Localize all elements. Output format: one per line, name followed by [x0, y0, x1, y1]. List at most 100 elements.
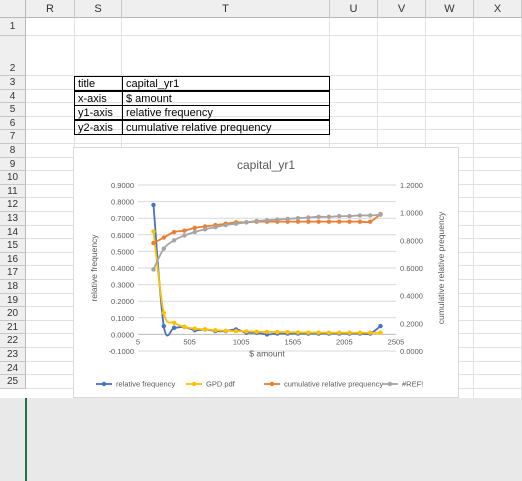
column-header-x[interactable]: X: [474, 0, 522, 18]
chart-canvas: capital_yr1 -0.1000 0.0000 0.1000 0.2000 0.30…: [89, 158, 446, 389]
line-chart[interactable]: capital_yr1 -0.1000 0.0000 0.1000 0.2000 0.30…: [73, 147, 459, 398]
y1-axis-title: relative frequency: [89, 234, 99, 302]
row-header-25[interactable]: 25: [0, 375, 26, 389]
row-header-19[interactable]: 19: [0, 293, 26, 308]
data-point: [316, 214, 321, 220]
column-header-t[interactable]: T: [122, 0, 330, 18]
data-point: [182, 228, 187, 233]
y1-tick-label: 0.3000: [111, 281, 134, 290]
data-point: [357, 219, 363, 224]
column-header-u[interactable]: U: [330, 0, 378, 18]
row-header-4[interactable]: 4: [0, 89, 26, 104]
data-point: [378, 323, 383, 329]
row-gridline: [26, 75, 522, 76]
table-value-cell[interactable]: capital_yr1: [122, 76, 330, 91]
y1-tick-label: 0.0000: [111, 330, 134, 339]
data-point: [347, 219, 352, 224]
data-point: [368, 219, 373, 224]
table-key-cell[interactable]: x-axis: [74, 90, 123, 106]
row-header-5[interactable]: 5: [0, 103, 26, 117]
selection-indicator: [25, 398, 27, 481]
row-header-3[interactable]: 3: [0, 76, 26, 90]
row-header-7[interactable]: 7: [0, 130, 26, 144]
row-header-17[interactable]: 17: [0, 266, 26, 280]
data-point: [347, 213, 352, 219]
row-header-15[interactable]: 15: [0, 239, 26, 253]
row-header-10[interactable]: 10: [0, 171, 26, 185]
data-point: [254, 329, 259, 334]
row-header-1[interactable]: 1: [0, 18, 26, 36]
table-value-cell[interactable]: cumulative relative prequency: [122, 119, 330, 135]
y2-tick-label: 0.8000: [400, 236, 423, 245]
row-header-13[interactable]: 13: [0, 212, 26, 226]
table-key-cell[interactable]: title: [74, 76, 123, 91]
data-point: [295, 330, 301, 335]
data-point: [368, 330, 373, 335]
data-point: [223, 328, 228, 333]
sheet-empty-area: [0, 398, 522, 481]
x-tick-label: 2505: [388, 337, 405, 346]
data-point: [368, 213, 373, 218]
data-point: [316, 330, 321, 335]
row-gridline: [26, 129, 522, 131]
data-point: [326, 219, 332, 224]
data-point: [285, 330, 290, 335]
data-point: [306, 219, 311, 224]
y2-tick-label: 0.6000: [400, 264, 423, 273]
data-point: [264, 218, 270, 223]
data-point: [171, 229, 177, 235]
data-point: [223, 222, 228, 228]
row-header-2[interactable]: 2: [0, 36, 26, 76]
table-value-cell[interactable]: $ amount: [122, 90, 330, 106]
data-point: [192, 326, 197, 331]
data-point: [285, 216, 290, 222]
row-header-21[interactable]: 21: [0, 320, 26, 335]
y2-tick-label: 0.4000: [400, 292, 423, 301]
x-tick-label: 2005: [336, 337, 353, 346]
data-point: [151, 229, 156, 234]
data-point: [171, 238, 177, 243]
y1-tick-label: 0.9000: [111, 181, 134, 190]
row-header-22[interactable]: 22: [0, 334, 26, 348]
row-header-16[interactable]: 16: [0, 252, 26, 267]
data-point: [161, 235, 166, 240]
data-point: [326, 330, 332, 335]
data-point: [161, 323, 166, 329]
legend-marker: [101, 381, 107, 387]
data-point: [347, 330, 352, 335]
data-point: [233, 221, 239, 226]
data-point: [213, 328, 218, 333]
row-header-23[interactable]: 23: [0, 348, 26, 362]
select-all-corner[interactable]: [0, 0, 26, 18]
table-value-cell[interactable]: relative frequency: [122, 105, 330, 120]
y1-tick-label: -0.1000: [109, 347, 134, 356]
data-point: [161, 310, 166, 316]
row-header-14[interactable]: 14: [0, 225, 26, 240]
y1-tick-label: 0.6000: [111, 231, 134, 240]
data-point: [275, 217, 280, 222]
row-header-6[interactable]: 6: [0, 116, 26, 131]
data-point: [233, 328, 239, 334]
row-header-11[interactable]: 11: [0, 184, 26, 199]
column-header-r[interactable]: R: [26, 0, 75, 18]
data-point: [254, 218, 259, 224]
y2-axis-title: cumulative relative prequency: [436, 211, 446, 324]
data-point: [378, 330, 383, 335]
row-header-24[interactable]: 24: [0, 361, 26, 376]
table-key-cell[interactable]: y2-axis: [74, 119, 123, 135]
column-header-w[interactable]: W: [426, 0, 474, 18]
legend-label: relative frequency: [116, 380, 175, 389]
column-header-v[interactable]: V: [378, 0, 426, 18]
row-header-12[interactable]: 12: [0, 198, 26, 212]
column-header-s[interactable]: S: [75, 0, 122, 18]
row-header-9[interactable]: 9: [0, 157, 26, 172]
row-header-18[interactable]: 18: [0, 280, 26, 294]
table-key-cell[interactable]: y1-axis: [74, 105, 123, 120]
row-gridline: [26, 35, 522, 36]
y1-tick-label: 0.7000: [111, 214, 134, 223]
y2-tick-label: 0.0000: [400, 347, 423, 356]
row-header-8[interactable]: 8: [0, 144, 26, 158]
row-header-20[interactable]: 20: [0, 307, 26, 321]
data-point: [306, 215, 311, 220]
